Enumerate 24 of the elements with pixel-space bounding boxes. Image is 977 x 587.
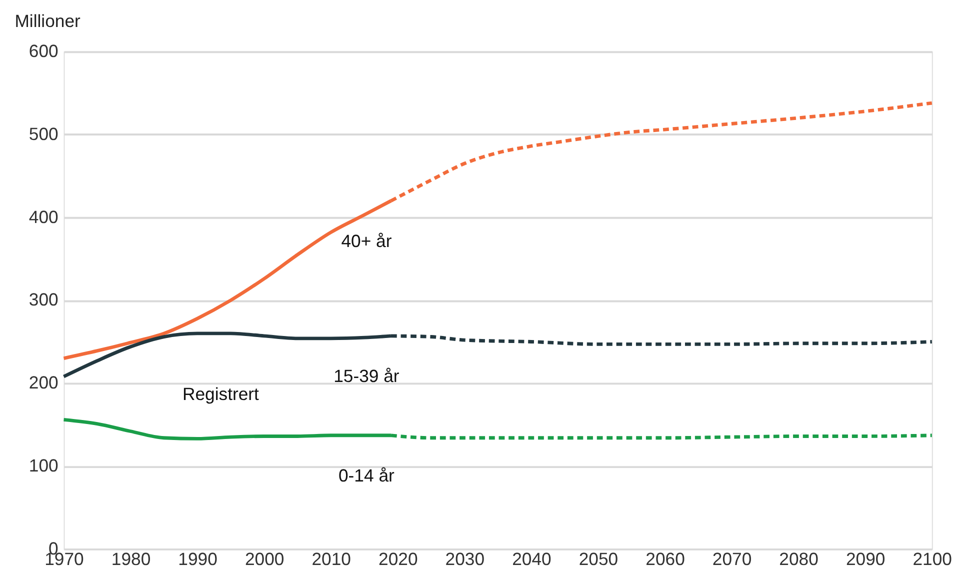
x-tick-label: 2020 (378, 549, 418, 570)
x-tick-label: 2040 (512, 549, 552, 570)
y-tick-label: 400 (28, 206, 59, 227)
x-tick-label: 2080 (779, 549, 819, 570)
series-label: 40+ år (341, 230, 392, 251)
series-label: 0-14 år (338, 466, 395, 486)
y-axis-title: Millioner (14, 11, 81, 32)
x-tick-label: 2050 (578, 549, 618, 570)
x-tick-label: 1980 (111, 549, 151, 570)
y-tick-label: 600 (28, 41, 59, 62)
x-tick-label: 1990 (178, 549, 218, 570)
x-tick-label: 2100 (912, 549, 952, 570)
annotation: Registrert (182, 384, 260, 404)
x-tick-label: 2010 (312, 549, 352, 570)
y-tick-label: 200 (28, 372, 59, 393)
y-tick-label: 500 (28, 124, 59, 144)
x-tick-label: 2000 (244, 549, 284, 570)
y-tick-label: 300 (28, 290, 59, 310)
x-tick-label: 2060 (646, 549, 686, 570)
x-tick-label: 2090 (846, 549, 886, 570)
x-tick-label: 2070 (712, 549, 752, 570)
y-tick-label: 100 (28, 455, 59, 476)
series-label: 15-39 år (334, 366, 400, 386)
x-tick-label: 2030 (445, 549, 485, 570)
